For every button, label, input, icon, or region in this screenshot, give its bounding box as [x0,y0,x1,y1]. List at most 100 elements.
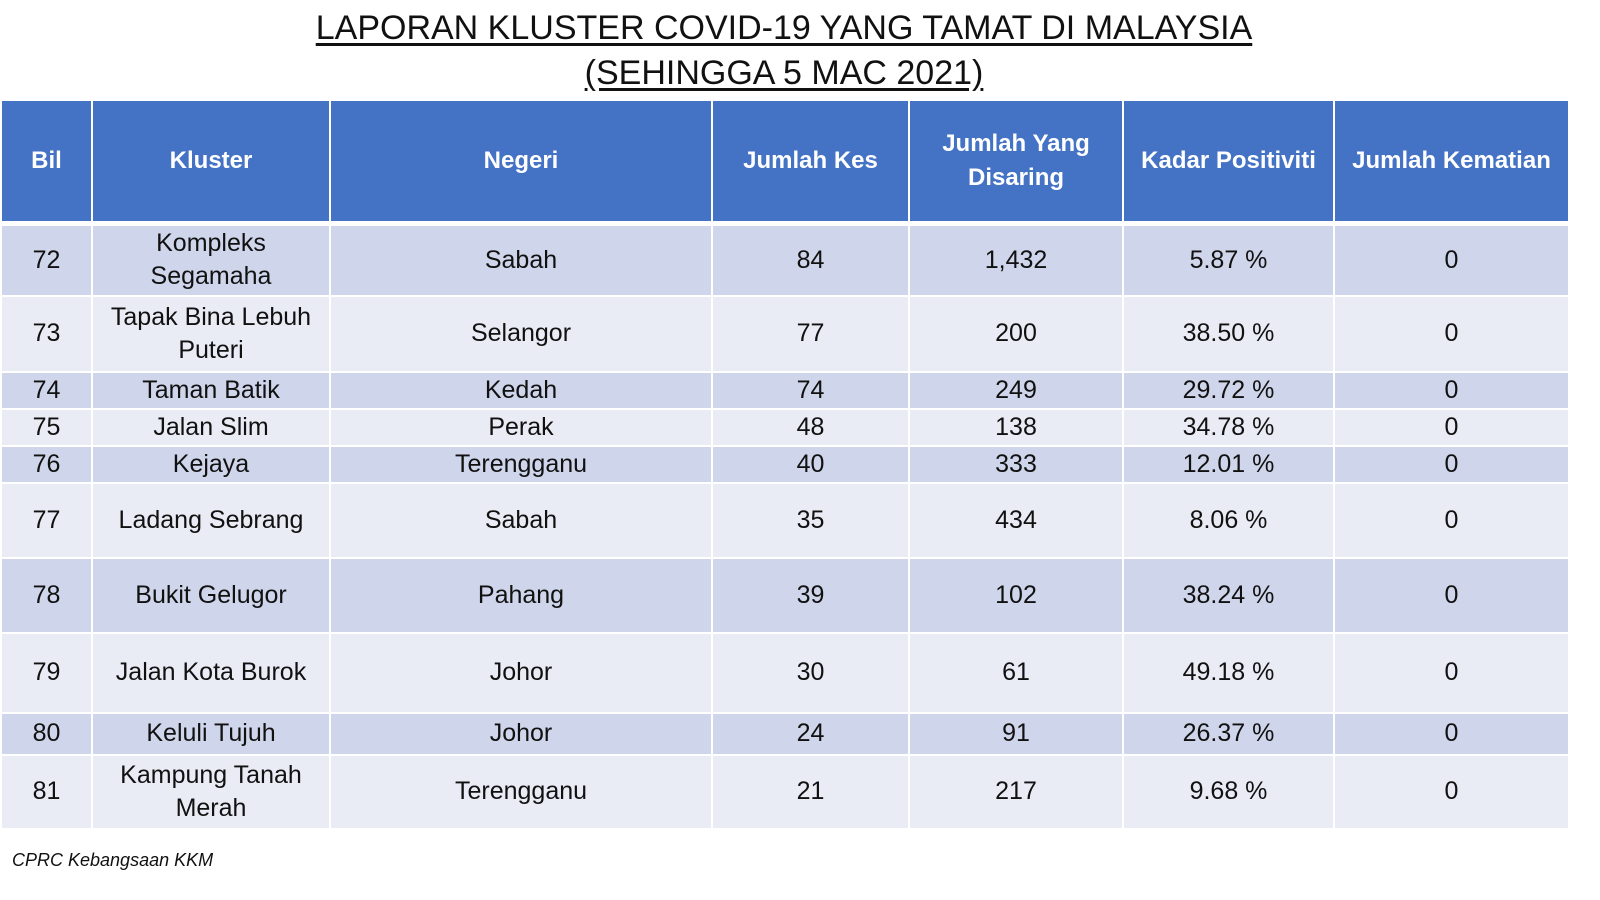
cell-kematian: 0 [1333,295,1570,373]
cell-negeri: Johor [329,632,713,714]
cell-kematian: 0 [1333,223,1570,297]
table-row: 73 Tapak Bina Lebuh Puteri Selangor 77 200 38.… [0,295,1570,373]
cell-negeri: Terengganu [329,754,713,830]
kluster-line: Kompleks Segamaha [150,229,272,291]
cell-positiviti: 34.78 % [1122,408,1335,447]
header-jumlah-disaring: Jumlah Yang Disaring [908,101,1124,226]
header-jumlah-disaring-line1: Jumlah Yang [942,130,1090,157]
cell-kematian: 0 [1333,754,1570,830]
table-row: 75 Jalan Slim Perak 48 138 34.78 % 0 [0,408,1570,447]
cell-kluster: Bukit Gelugor [91,557,331,634]
cell-kematian: 0 [1333,482,1570,559]
header-jumlah-kematian: Jumlah Kematian [1333,101,1570,226]
header-jumlah-disaring-line2: Disaring [967,164,1065,191]
cell-kluster: Jalan Kota Burok [91,632,331,714]
cell-bil: 72 [0,223,93,297]
kluster-line: Puteri [178,335,244,364]
table-row: 80 Keluli Tujuh Johor 24 91 26.37 % 0 [0,712,1570,756]
header-negeri: Negeri [329,101,713,226]
cell-positiviti: 8.06 % [1122,482,1335,559]
table-row: 78 Bukit Gelugor Pahang 39 102 38.24 % 0 [0,557,1570,634]
cell-bil: 75 [0,408,93,447]
cell-disaring: 102 [908,557,1124,634]
cell-kluster: Kompleks Segamaha [91,223,331,297]
kluster-line: Kejaya [172,449,250,478]
kluster-line: Kampung Tanah [120,760,302,789]
title-line-2: (SEHINGGA 5 MAC 2021) [584,54,984,92]
table-body: 72 Kompleks Segamaha Sabah 84 1,432 5.87 % 0 73… [0,223,1570,830]
cell-negeri: Sabah [329,482,713,559]
cell-disaring: 1,432 [908,223,1124,297]
table-row: 79 Jalan Kota Burok Johor 30 61 49.18 % 0 [0,632,1570,714]
cell-kluster: Keluli Tujuh [91,712,331,756]
cell-positiviti: 38.24 % [1122,557,1335,634]
cell-kes: 35 [711,482,910,559]
cell-kes: 30 [711,632,910,714]
cell-disaring: 333 [908,445,1124,484]
cell-kematian: 0 [1333,408,1570,447]
cell-kes: 24 [711,712,910,756]
cell-negeri: Selangor [329,295,713,373]
table-row: 77 Ladang Sebrang Sabah 35 434 8.06 % 0 [0,482,1570,559]
cell-kluster: Ladang Sebrang [91,482,331,559]
cell-bil: 79 [0,632,93,714]
cell-kes: 48 [711,408,910,447]
table-row: 74 Taman Batik Kedah 74 249 29.72 % 0 [0,371,1570,410]
cell-negeri: Pahang [329,557,713,634]
cell-kes: 40 [711,445,910,484]
header-kadar-positiviti: Kadar Positiviti [1122,101,1335,226]
cell-positiviti: 26.37 % [1122,712,1335,756]
cell-kes: 39 [711,557,910,634]
cell-positiviti: 9.68 % [1122,754,1335,830]
cell-kes: 77 [711,295,910,373]
cell-positiviti: 5.87 % [1122,223,1335,297]
cell-positiviti: 38.50 % [1122,295,1335,373]
cell-kes: 84 [711,223,910,297]
cell-disaring: 61 [908,632,1124,714]
kluster-line: Keluli Tujuh [146,719,276,747]
table-header-row: Bil Kluster Negeri Jumlah Kes Jumlah Yan… [0,101,1570,226]
cell-kematian: 0 [1333,712,1570,756]
cell-positiviti: 12.01 % [1122,445,1335,484]
table-row: 76 Kejaya Terengganu 40 333 12.01 % 0 [0,445,1570,484]
cell-negeri: Terengganu [329,445,713,484]
cell-negeri: Johor [329,712,713,756]
cell-kluster: Kejaya [91,445,331,484]
cell-kluster: Taman Batik [91,371,331,410]
cell-kematian: 0 [1333,371,1570,410]
cell-disaring: 217 [908,754,1124,830]
header-bil: Bil [0,101,93,226]
table-row: 72 Kompleks Segamaha Sabah 84 1,432 5.87 % 0 [0,223,1570,297]
cell-bil: 74 [0,371,93,410]
cell-kematian: 0 [1333,445,1570,484]
cell-bil: 76 [0,445,93,484]
cluster-table: Bil Kluster Negeri Jumlah Kes Jumlah Yan… [0,101,1570,830]
cell-negeri: Perak [329,408,713,447]
header-jumlah-kes: Jumlah Kes [711,101,910,226]
cell-positiviti: 29.72 % [1122,371,1335,410]
kluster-line: Ladang Sebrang [118,505,304,534]
cell-disaring: 200 [908,295,1124,373]
table-row: 81 Kampung Tanah Merah Terengganu 21 217 9.68 … [0,754,1570,830]
cell-kematian: 0 [1333,632,1570,714]
cell-bil: 80 [0,712,93,756]
cell-disaring: 434 [908,482,1124,559]
kluster-line: Jalan Slim [153,412,269,441]
kluster-line: Jalan Kota Burok [115,658,307,686]
cell-kluster: Tapak Bina Lebuh Puteri [91,295,331,373]
kluster-line: Taman Batik [142,375,280,404]
cell-negeri: Kedah [329,371,713,410]
page-title: LAPORAN KLUSTER COVID-19 YANG TAMAT DI M… [0,6,1568,96]
cell-kematian: 0 [1333,557,1570,634]
title-line-1: LAPORAN KLUSTER COVID-19 YANG TAMAT DI M… [315,9,1253,47]
cell-bil: 81 [0,754,93,830]
cell-positiviti: 49.18 % [1122,632,1335,714]
cell-kes: 21 [711,754,910,830]
footer-source: CPRC Kebangsaan KKM [12,850,214,870]
kluster-line: Tapak Bina Lebuh [110,302,312,331]
cell-kes: 74 [711,371,910,410]
cell-bil: 73 [0,295,93,373]
kluster-line: Bukit Gelugor [135,580,287,609]
cell-disaring: 91 [908,712,1124,756]
kluster-line: Merah [175,793,247,822]
